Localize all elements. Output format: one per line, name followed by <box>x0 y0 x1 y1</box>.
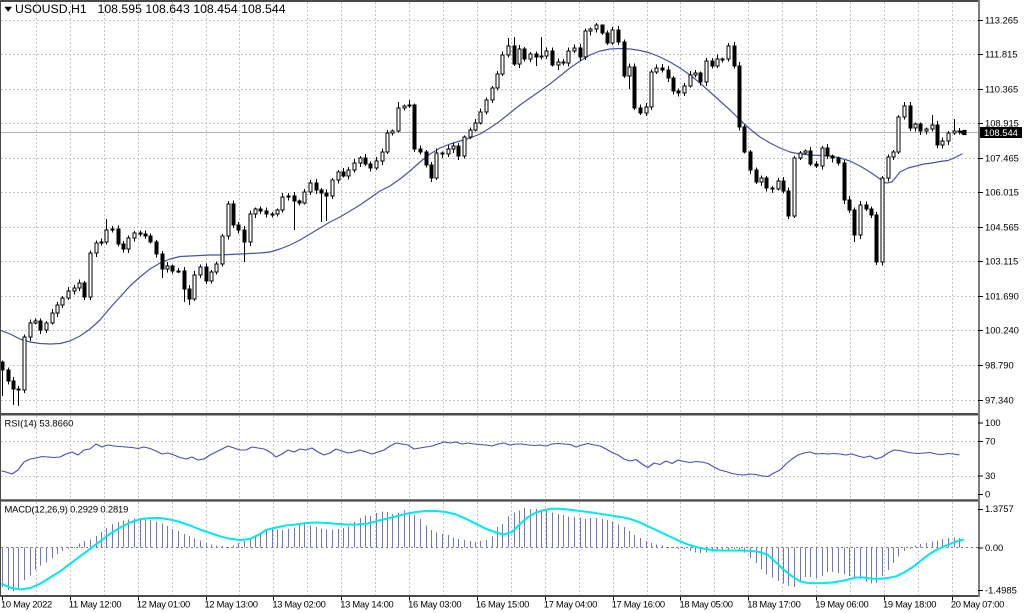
svg-text:17 May 04:00: 17 May 04:00 <box>544 599 597 610</box>
svg-text:100.240: 100.240 <box>985 324 1019 335</box>
svg-text:106.015: 106.015 <box>985 186 1019 197</box>
svg-text:MACD(12,26,9) 0.2929 0.2819: MACD(12,26,9) 0.2929 0.2819 <box>5 504 129 515</box>
svg-text:107.465: 107.465 <box>985 152 1019 163</box>
svg-text:12 May 01:00: 12 May 01:00 <box>137 599 190 610</box>
svg-text:19 May 18:00: 19 May 18:00 <box>883 599 936 610</box>
svg-text:104.565: 104.565 <box>985 221 1019 232</box>
svg-text:111.815: 111.815 <box>985 48 1018 59</box>
svg-text:RSI(14) 53.8660: RSI(14) 53.8660 <box>5 418 74 429</box>
svg-text:103.115: 103.115 <box>985 255 1018 266</box>
svg-text:97.340: 97.340 <box>985 394 1014 405</box>
svg-text:16 May 03:00: 16 May 03:00 <box>408 599 461 610</box>
svg-text:108.544: 108.544 <box>984 127 1018 138</box>
svg-text:17 May 16:00: 17 May 16:00 <box>612 599 665 610</box>
svg-text:13 May 02:00: 13 May 02:00 <box>272 599 325 610</box>
svg-text:1.3757: 1.3757 <box>985 503 1014 514</box>
svg-text:18 May 17:00: 18 May 17:00 <box>747 599 800 610</box>
svg-text:11 May 12:00: 11 May 12:00 <box>69 599 122 610</box>
svg-text:30: 30 <box>985 470 995 481</box>
svg-text:100: 100 <box>985 417 1001 428</box>
svg-text:18 May 05:00: 18 May 05:00 <box>680 599 733 610</box>
svg-text:19 May 06:00: 19 May 06:00 <box>815 599 868 610</box>
svg-text:110.365: 110.365 <box>985 83 1018 94</box>
svg-text:0: 0 <box>985 489 990 500</box>
svg-text:10 May 2022: 10 May 2022 <box>1 599 52 610</box>
svg-text:101.690: 101.690 <box>985 290 1019 301</box>
svg-text:108.915: 108.915 <box>985 117 1019 128</box>
svg-text:113.265: 113.265 <box>985 14 1018 25</box>
svg-text:-1.4985: -1.4985 <box>985 584 1017 595</box>
svg-text:0.00: 0.00 <box>985 542 1003 553</box>
svg-text:13 May 14:00: 13 May 14:00 <box>340 599 393 610</box>
svg-text:USOUSD,H1: USOUSD,H1 <box>15 2 87 16</box>
svg-text:70: 70 <box>985 435 995 446</box>
svg-text:12 May 13:00: 12 May 13:00 <box>205 599 258 610</box>
svg-text:108.595 108.643 108.454 108.54: 108.595 108.643 108.454 108.544 <box>98 2 286 16</box>
svg-text:20 May 07:00: 20 May 07:00 <box>951 599 1004 610</box>
svg-text:16 May 15:00: 16 May 15:00 <box>476 599 529 610</box>
svg-text:98.790: 98.790 <box>985 359 1014 370</box>
